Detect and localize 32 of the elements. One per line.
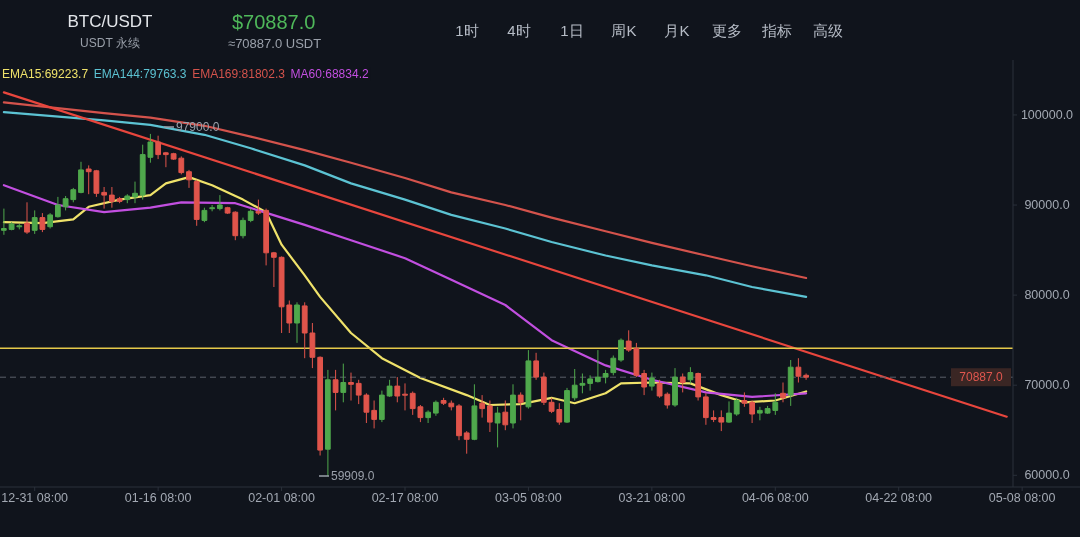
x-tick-label: 12-31 08:00 xyxy=(1,491,69,505)
text: 高级 xyxy=(813,21,843,39)
x-tick-label: 01-16 08:00 xyxy=(124,491,192,505)
text: $70887.0 xyxy=(232,11,316,33)
text: EMA169:81802.3 xyxy=(192,67,286,81)
text: ≈70887.0 USDT xyxy=(228,35,322,51)
text: 月K xyxy=(664,21,690,39)
chart-subtitle: USDT 永续 xyxy=(80,36,140,50)
text: MA60:68834.2 xyxy=(290,67,369,81)
text: 指标 xyxy=(761,21,792,39)
y-tick-label: 80000.0 xyxy=(1024,288,1070,303)
text: 1日 xyxy=(560,21,584,39)
x-tick-label: 03-21 08:00 xyxy=(618,491,686,505)
annotation: 59909.0 xyxy=(331,469,375,483)
x-tick-label: 05-08 08:00 xyxy=(988,491,1056,505)
text: EMA15:69223.7 xyxy=(2,67,89,81)
text: 更多 xyxy=(712,21,742,39)
y-tick-label: 100000.0 xyxy=(1020,107,1074,122)
text: 4时 xyxy=(507,21,531,39)
text: 周K xyxy=(611,21,637,39)
chart-title: BTC/USDT xyxy=(67,11,153,31)
ref-line-label: 70887.0 xyxy=(959,370,1004,385)
x-tick-label: 04-06 08:00 xyxy=(741,491,809,505)
y-tick-label: 90000.0 xyxy=(1024,198,1070,213)
y-tick-label: 70000.0 xyxy=(1024,378,1070,393)
text: 1时 xyxy=(455,21,479,39)
x-tick-label: 03-05 08:00 xyxy=(495,491,562,505)
x-tick-label: 02-17 08:00 xyxy=(371,491,439,505)
x-tick-label: 02-01 08:00 xyxy=(248,491,315,505)
text: EMA144:79763.3 xyxy=(93,67,187,81)
y-tick-label: 60000.0 xyxy=(1024,468,1070,483)
x-tick-label: 04-22 08:00 xyxy=(865,491,933,505)
